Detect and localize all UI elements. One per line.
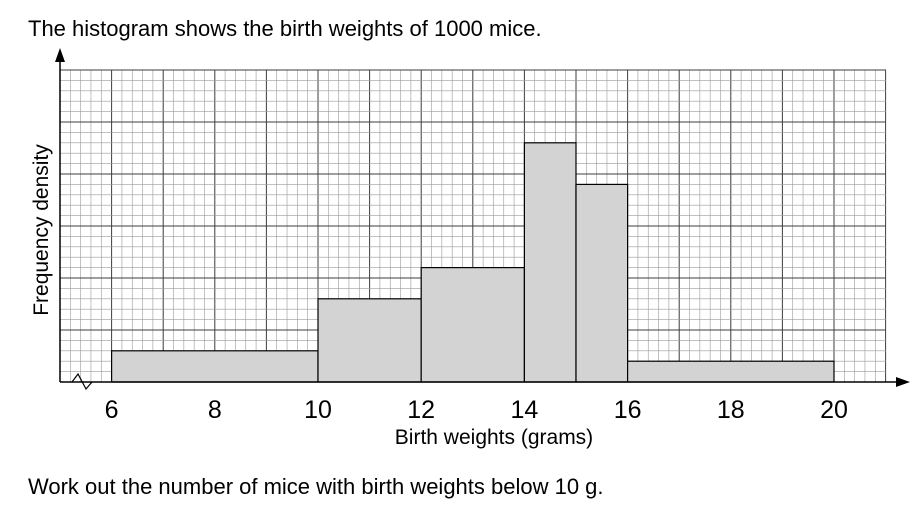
x-tick-label: 6 [105,396,119,424]
x-tick-label: 8 [208,396,222,424]
x-tick-labels: 6 8 10 12 14 16 18 20 [105,396,848,424]
chart-axes [55,48,910,391]
histogram-bar [420,267,526,383]
y-axis-label: Frequency density [30,144,53,316]
histogram-bar [575,183,629,383]
intro-text: The histogram shows the birth weights of… [28,16,542,41]
x-tick-label: 12 [407,396,435,424]
x-axis-label: Birth weights (grams) [395,426,593,449]
question-text: Work out the number of mice with birth w… [28,474,604,499]
x-axis-arrow [896,377,910,387]
x-tick-label: 16 [614,396,642,424]
x-tick-label: 20 [820,396,848,424]
axis-break-symbol [71,372,93,391]
x-tick-label: 14 [510,396,538,424]
x-tick-label: 10 [304,396,332,424]
histogram-bar [317,298,422,383]
y-axis-arrow [55,48,65,62]
histogram-bar [523,142,577,383]
x-tick-label: 18 [717,396,745,424]
histogram-bar [110,350,319,383]
histogram-bar [626,360,835,383]
